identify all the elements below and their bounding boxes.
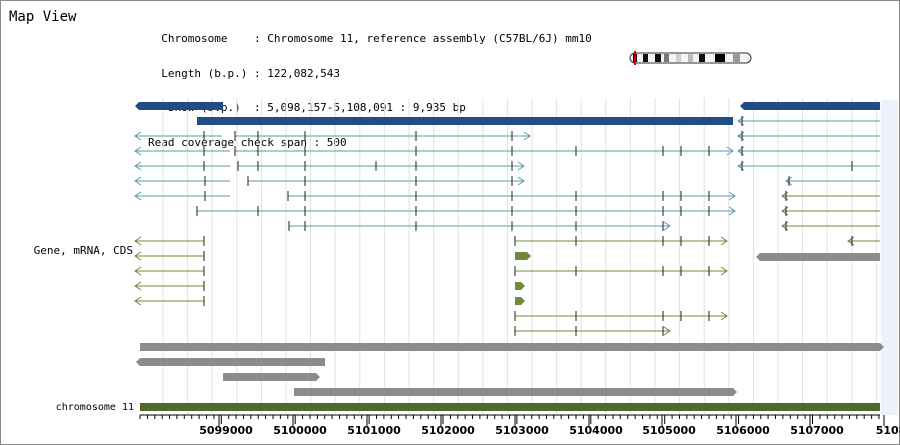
feature-bar	[515, 282, 525, 290]
other-feature[interactable]	[223, 373, 320, 381]
mrna-feature[interactable]	[514, 311, 728, 321]
arrow-right-icon	[523, 131, 531, 141]
feature-bar	[136, 358, 325, 366]
feature-bar	[740, 102, 880, 110]
length-info-line: Length (b.p.) : 122,082,543	[148, 66, 341, 80]
gene-feature[interactable]	[135, 102, 223, 110]
mrna-feature[interactable]	[247, 176, 525, 186]
feature-bar	[756, 253, 880, 261]
feature-bar	[135, 102, 223, 110]
coverage-span-info-line: Read coverage check span : 500	[148, 135, 347, 149]
feature-bar	[294, 388, 737, 396]
mrna-feature[interactable]	[134, 281, 205, 291]
axis-tick-label: 5103000	[495, 424, 549, 437]
mrna-feature[interactable]	[234, 146, 734, 156]
track-label: Gene, mRNA, CDS	[33, 244, 133, 257]
mrna-feature[interactable]	[134, 161, 230, 171]
chromosome-label: chromosome 11	[55, 402, 134, 413]
arrow-left-icon	[134, 266, 142, 276]
cds-feature[interactable]	[515, 282, 525, 290]
mrna-feature[interactable]	[134, 296, 205, 306]
mrna-feature[interactable]	[737, 146, 880, 156]
other-feature[interactable]	[140, 343, 884, 351]
axis-tick-label: 5099000	[199, 424, 253, 437]
feature-bar	[515, 297, 525, 305]
mrna-feature[interactable]	[514, 326, 671, 336]
axis-tick-label: 5100000	[273, 424, 327, 437]
arrow-right-icon	[728, 206, 736, 216]
mrna-feature[interactable]	[134, 146, 230, 156]
mrna-feature[interactable]	[134, 131, 222, 141]
mrna-feature[interactable]	[514, 266, 728, 276]
cds-feature[interactable]	[515, 252, 531, 260]
axis-tick-label: 5105000	[642, 424, 696, 437]
arrow-right-icon	[720, 236, 728, 246]
gene-feature[interactable]	[197, 117, 733, 125]
other-feature[interactable]	[756, 253, 880, 261]
arrow-left-icon	[134, 251, 142, 261]
feature-bar	[223, 373, 320, 381]
arrow-left-icon	[134, 146, 142, 156]
axis-tick-label: 5102000	[421, 424, 475, 437]
mrna-feature[interactable]	[134, 191, 230, 201]
arrow-left-icon	[134, 131, 142, 141]
mrna-feature[interactable]	[196, 206, 736, 216]
arrow-left-icon	[134, 161, 142, 171]
mrna-feature[interactable]	[287, 191, 736, 201]
arrow-right-icon	[720, 266, 728, 276]
arrow-right-icon	[720, 311, 728, 321]
axis-tick-label: 5108	[876, 424, 900, 437]
mrna-feature[interactable]	[134, 236, 205, 246]
mrna-feature[interactable]	[781, 221, 880, 231]
mrna-feature[interactable]	[737, 131, 880, 141]
mrna-feature[interactable]	[134, 176, 230, 186]
other-feature[interactable]	[294, 388, 737, 396]
mrna-feature[interactable]	[781, 191, 880, 201]
mrna-feature[interactable]	[288, 221, 671, 231]
cds-feature[interactable]	[515, 297, 525, 305]
chromosome-bar[interactable]	[140, 403, 880, 411]
mrna-feature[interactable]	[847, 236, 880, 246]
arrow-left-icon	[134, 281, 142, 291]
feature-bar	[515, 252, 531, 260]
arrow-left-icon	[134, 191, 142, 201]
mrna-feature[interactable]	[781, 206, 880, 216]
arrow-left-icon	[134, 236, 142, 246]
arrow-left-icon	[134, 296, 142, 306]
arrow-right-icon	[726, 146, 734, 156]
mrna-feature[interactable]	[134, 266, 205, 276]
arrow-right-icon	[517, 161, 525, 171]
axis-tick-label: 5101000	[347, 424, 401, 437]
arrow-right-icon	[517, 176, 525, 186]
arrow-right-icon	[663, 326, 671, 336]
chromosome-info-line: Chromosome : Chromosome 11, reference as…	[148, 32, 592, 45]
gene-feature[interactable]	[740, 102, 880, 110]
axis-tick-label: 5106000	[716, 424, 770, 437]
map-view-title: Map View	[9, 9, 77, 25]
mrna-feature[interactable]	[514, 236, 728, 246]
mrna-feature[interactable]	[785, 176, 880, 186]
mrna-feature[interactable]	[737, 161, 880, 171]
mrna-feature[interactable]	[134, 251, 205, 261]
arrow-left-icon	[134, 176, 142, 186]
mrna-feature[interactable]	[237, 161, 525, 171]
axis-tick-label: 5104000	[569, 424, 623, 437]
mrna-feature[interactable]	[737, 116, 880, 126]
feature-tracks[interactable]	[134, 102, 884, 411]
plot-right-margin	[881, 100, 898, 415]
other-feature[interactable]	[136, 358, 325, 366]
axis-tick-label: 5107000	[790, 424, 844, 437]
feature-bar	[140, 343, 884, 351]
arrow-left-icon	[785, 176, 793, 186]
feature-bar	[140, 403, 880, 411]
arrow-right-icon	[663, 221, 671, 231]
coordinate-axis: 5099000 5100000 5101000 5102000 5103000 51040…	[139, 414, 900, 437]
arrow-right-icon	[728, 191, 736, 201]
feature-bar	[197, 117, 733, 125]
mrna-feature[interactable]	[234, 131, 531, 141]
